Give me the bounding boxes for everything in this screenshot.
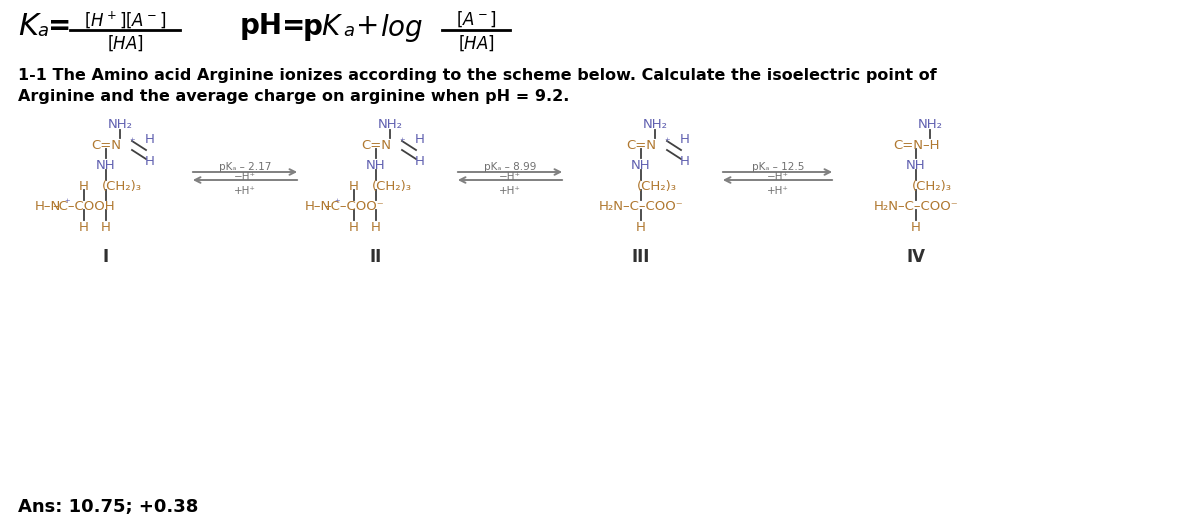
Text: Ans: 10.75; +0.38: Ans: 10.75; +0.38 [18, 498, 198, 516]
Text: $[A^-]$: $[A^-]$ [456, 9, 497, 29]
Text: −H⁺: −H⁺ [234, 172, 256, 182]
Text: (CH₂)₃: (CH₂)₃ [912, 180, 952, 193]
Text: H: H [371, 221, 380, 234]
Text: =: = [48, 12, 71, 40]
Text: NH₂: NH₂ [918, 118, 942, 131]
Text: H: H [79, 180, 89, 193]
Text: II: II [370, 248, 382, 266]
Text: (CH₂)₃: (CH₂)₃ [637, 180, 677, 193]
Text: NH: NH [366, 159, 386, 172]
Text: C=N–H: C=N–H [893, 139, 940, 152]
Text: $[HA]$: $[HA]$ [107, 33, 144, 53]
Text: NH₂: NH₂ [642, 118, 667, 131]
Text: $\mathit{log}$: $\mathit{log}$ [380, 12, 424, 44]
Text: H₂N–C–COO⁻: H₂N–C–COO⁻ [874, 200, 959, 213]
Text: H: H [145, 155, 155, 168]
Text: pKₐ – 8.99: pKₐ – 8.99 [484, 162, 536, 172]
Text: H₂N–C–COO⁻: H₂N–C–COO⁻ [599, 200, 683, 213]
Text: IV: IV [906, 248, 925, 266]
Text: +H⁺: +H⁺ [499, 186, 521, 196]
Text: H: H [415, 155, 425, 168]
Text: H: H [911, 221, 920, 234]
Text: H: H [415, 133, 425, 146]
Text: H–N: H–N [35, 200, 61, 213]
Text: $+$: $+$ [355, 12, 377, 40]
Text: −H⁺: −H⁺ [767, 172, 790, 182]
Text: $\mathit{a}$: $\mathit{a}$ [343, 22, 355, 40]
Text: H: H [680, 155, 690, 168]
Text: $^+$: $^+$ [398, 137, 406, 147]
Text: H: H [79, 221, 89, 234]
Text: $[H^+][A^-]$: $[H^+][A^-]$ [84, 9, 167, 30]
Text: H: H [349, 221, 359, 234]
Text: C=N: C=N [91, 139, 121, 152]
Text: $^+$: $^+$ [332, 198, 341, 208]
Text: NH: NH [96, 159, 116, 172]
Text: $^+$: $^+$ [128, 137, 136, 147]
Text: –C–COOH: –C–COOH [53, 200, 115, 213]
Text: NH₂: NH₂ [108, 118, 132, 131]
Text: (CH₂)₃: (CH₂)₃ [102, 180, 142, 193]
Text: H–N: H–N [305, 200, 331, 213]
Text: $\mathit{a}$: $\mathit{a}$ [37, 22, 49, 40]
Text: +H⁺: +H⁺ [767, 186, 788, 196]
Text: $\mathit{K}$: $\mathit{K}$ [18, 12, 42, 41]
Text: C=N: C=N [361, 139, 391, 152]
Text: (CH₂)₃: (CH₂)₃ [372, 180, 412, 193]
Text: NH: NH [631, 159, 650, 172]
Text: −H⁺: −H⁺ [499, 172, 521, 182]
Text: –C–COO⁻: –C–COO⁻ [324, 200, 384, 213]
Text: pH=: pH= [240, 12, 306, 40]
Text: p$\mathit{K}$: p$\mathit{K}$ [302, 12, 344, 43]
Text: $^+$: $^+$ [62, 198, 71, 208]
Text: H: H [101, 221, 110, 234]
Text: NH₂: NH₂ [378, 118, 402, 131]
Text: H: H [680, 133, 690, 146]
Text: +H⁺: +H⁺ [234, 186, 256, 196]
Text: $^+$: $^+$ [662, 137, 671, 147]
Text: H: H [349, 180, 359, 193]
Text: H: H [636, 221, 646, 234]
Text: III: III [632, 248, 650, 266]
Text: C=N: C=N [626, 139, 656, 152]
Text: H: H [145, 133, 155, 146]
Text: NH: NH [906, 159, 926, 172]
Text: pKₐ – 2.17: pKₐ – 2.17 [218, 162, 271, 172]
Text: I: I [103, 248, 109, 266]
Text: pKₐ – 12.5: pKₐ – 12.5 [752, 162, 804, 172]
Text: $[HA]$: $[HA]$ [457, 33, 494, 53]
Text: Arginine and the average charge on arginine when pH = 9.2.: Arginine and the average charge on argin… [18, 89, 569, 104]
Text: 1-1 The Amino acid Arginine ionizes according to the scheme below. Calculate the: 1-1 The Amino acid Arginine ionizes acco… [18, 68, 937, 83]
